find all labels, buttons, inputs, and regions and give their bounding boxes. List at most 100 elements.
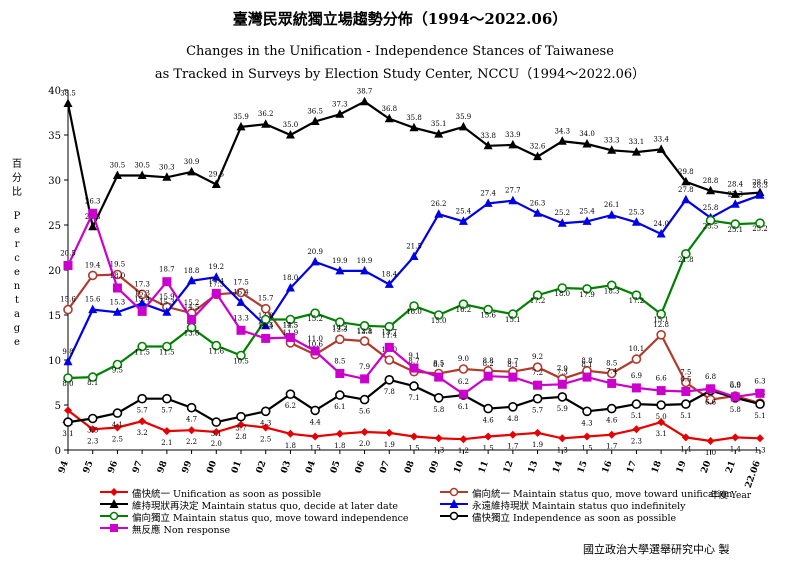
data-point [359,336,370,346]
data-label: 15.6 [60,296,76,304]
data-point [483,140,493,150]
data-label: 3.5 [87,427,98,435]
data-point [211,179,221,188]
x-tick-label: 10 [453,460,467,475]
data-point [237,420,245,429]
data-label: 35.9 [233,113,249,121]
data-point [681,377,691,388]
data-point [112,170,122,179]
data-point [335,429,344,438]
data-label: 8.1 [507,361,518,369]
data-label: 1.2 [458,447,469,455]
data-label: 25.4 [579,207,595,215]
legend-swatch [100,511,128,521]
data-label: 1.8 [334,442,345,450]
data-label: 10.5 [233,358,249,366]
data-point [532,362,543,373]
data-point [261,423,270,432]
x-tick-label: 00 [205,460,219,475]
data-point [162,393,172,404]
data-point [681,194,691,204]
data-point [360,265,370,275]
x-tick-label: 18 [650,460,664,475]
data-label: 17.2 [530,297,546,305]
data-label: 5.8 [730,406,741,414]
data-label: 18.0 [283,274,299,282]
data-label: 14.2 [332,324,348,332]
data-label: 8.8 [483,357,494,365]
data-label: 5.7 [137,407,148,415]
data-point [755,218,765,228]
data-label: 2.3 [87,437,98,445]
x-tick-label: 05 [329,460,343,475]
data-label: 26.2 [431,200,447,208]
data-point [285,130,295,139]
data-point [236,350,246,361]
data-label: 36.2 [258,110,274,118]
x-tick-label: 06 [354,460,368,475]
data-point [359,320,370,331]
data-point [755,388,765,398]
data-label: 33.3 [604,136,620,144]
data-point [88,425,97,434]
y-tick-label: 15 [48,311,61,322]
data-point [385,428,394,437]
data-label: 28.6 [752,179,768,187]
data-point [508,195,518,205]
data-label: 8.1 [87,379,98,387]
x-tick-label: 20 [700,460,714,475]
data-label: 3.1 [656,430,667,438]
data-label: 8.5 [606,360,617,368]
data-label: 13.3 [233,314,249,322]
data-point [360,96,370,106]
data-label: 9.5 [112,367,123,375]
data-label: 1.3 [433,446,444,454]
x-tick-label: 08 [403,460,417,475]
data-label: 15.1 [505,316,521,324]
data-point [631,383,641,393]
x-tick-label: 04 [304,460,318,475]
data-point [137,393,147,404]
y-axis-label-char: t [14,295,20,306]
data-label: 9.8 [62,348,73,356]
data-label: 4.4 [310,418,322,426]
data-point [384,342,394,352]
data-label: 13.6 [184,330,200,338]
data-label: 15.4 [134,295,150,303]
y-axis-label-char: e [14,337,20,348]
data-label: 7.4 [606,367,618,375]
data-label: 27.7 [505,187,521,195]
data-label: 6.3 [754,377,765,385]
data-point [607,210,617,219]
data-label: 26.3 [530,199,546,207]
data-point [63,373,73,383]
data-point [310,308,320,319]
data-label: 3.1 [211,430,222,438]
y-tick-label: 20 [48,266,61,277]
data-point [582,284,592,294]
y-axis-label-char: c [14,253,20,264]
data-point [335,390,345,400]
data-label: 15.3 [110,298,126,306]
data-label: 35.8 [406,114,422,122]
data-label: 20.9 [307,248,323,256]
data-label: 14.5 [184,304,200,312]
legend-swatch [100,499,128,508]
data-point [434,129,444,138]
x-tick-label: 03 [280,460,294,475]
data-point [731,433,740,442]
data-point [409,363,419,373]
data-label: 5.1 [631,412,642,420]
data-label: 8.1 [581,361,592,369]
data-point [260,303,271,314]
legend-entry: 永遠維持現狀 Maintain status quo indefinitely [472,501,686,512]
data-point [755,190,765,199]
x-tick-label: 17 [626,460,640,475]
data-label: 19.9 [357,257,373,265]
data-label: 1.4 [680,445,692,453]
x-tick-label: 97 [131,460,145,475]
data-point [656,144,666,153]
data-point [310,256,320,266]
data-point [187,166,197,176]
